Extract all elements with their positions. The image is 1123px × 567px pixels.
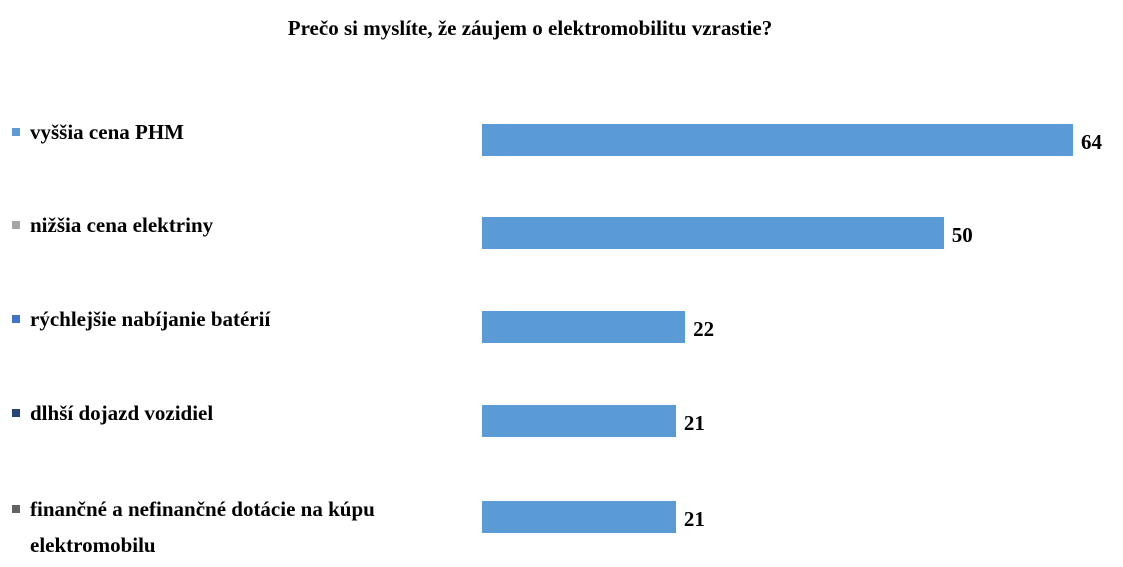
category-label: rýchlejšie nabíjanie batérií bbox=[12, 301, 430, 337]
bar bbox=[482, 311, 686, 343]
legend-swatch bbox=[12, 505, 20, 513]
legend-swatch bbox=[12, 409, 20, 417]
value-label: 21 bbox=[683, 507, 705, 531]
legend-swatch bbox=[12, 221, 20, 229]
bar bbox=[482, 405, 676, 437]
chart-title: Prečo si myslíte, že záujem o elektromob… bbox=[287, 16, 773, 40]
bar bbox=[482, 217, 944, 249]
value-label: 50 bbox=[951, 223, 973, 247]
category-label: finančné a nefinančné dotácie na kúpu el… bbox=[12, 491, 430, 563]
legend-swatch bbox=[12, 128, 20, 136]
value-label: 22 bbox=[693, 317, 715, 341]
value-label: 64 bbox=[1081, 130, 1102, 154]
category-label: dlhší dojazd vozidiel bbox=[12, 395, 430, 431]
category-label: nižšia cena elektriny bbox=[12, 207, 430, 243]
value-label: 21 bbox=[683, 411, 705, 435]
category-label: vyššia cena PHM bbox=[12, 114, 430, 150]
legend-swatch bbox=[12, 315, 20, 323]
bar bbox=[482, 124, 1073, 156]
bar bbox=[482, 501, 676, 533]
